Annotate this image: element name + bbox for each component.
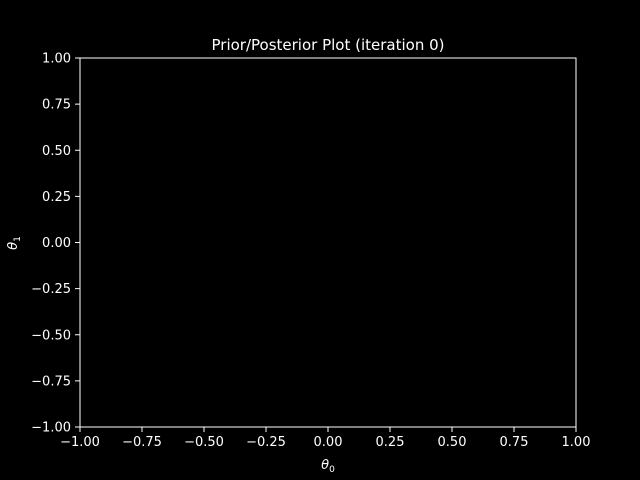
y-tick-label: −0.25: [31, 282, 71, 297]
x-tick-label: 1.00: [562, 435, 591, 450]
x-tick-label: −0.50: [184, 435, 224, 450]
x-tick-label: −1.00: [60, 435, 100, 450]
x-tick-label: 0.25: [376, 435, 405, 450]
y-tick-label: 0.00: [42, 236, 71, 251]
y-tick-label: 0.75: [42, 98, 71, 113]
x-tick-label: −0.25: [246, 435, 286, 450]
x-tick-label: 0.00: [314, 435, 343, 450]
y-axis-ticks: −1.00 −0.75 −0.50 −0.25 0.00 0.25 0.50 0.75 1.00: [31, 52, 80, 436]
y-axis-label-symbol: θ: [6, 242, 21, 250]
plot-area-frame: [79, 57, 577, 428]
y-tick-label: −1.00: [31, 421, 71, 436]
x-axis-ticks: −1.00 −0.75 −0.50 −0.25 0.00 0.25 0.50 0.75 1.00: [60, 427, 590, 450]
y-tick-label: −0.50: [31, 328, 71, 343]
x-axis-label: θ0: [321, 458, 335, 475]
x-axis-label-symbol: θ: [321, 458, 329, 473]
y-tick-label: 0.50: [42, 144, 71, 159]
y-axis-label-subscript: 1: [13, 236, 23, 242]
x-axis-label-subscript: 0: [329, 465, 335, 475]
y-tick-label: 0.25: [42, 190, 71, 205]
y-axis-label: θ1: [6, 236, 23, 250]
x-tick-label: −0.75: [122, 435, 162, 450]
x-tick-label: 0.50: [438, 435, 467, 450]
x-tick-label: 0.75: [500, 435, 529, 450]
chart-title: Prior/Posterior Plot (iteration 0): [212, 36, 445, 54]
y-tick-label: 1.00: [42, 52, 71, 67]
y-tick-label: −0.75: [31, 374, 71, 389]
